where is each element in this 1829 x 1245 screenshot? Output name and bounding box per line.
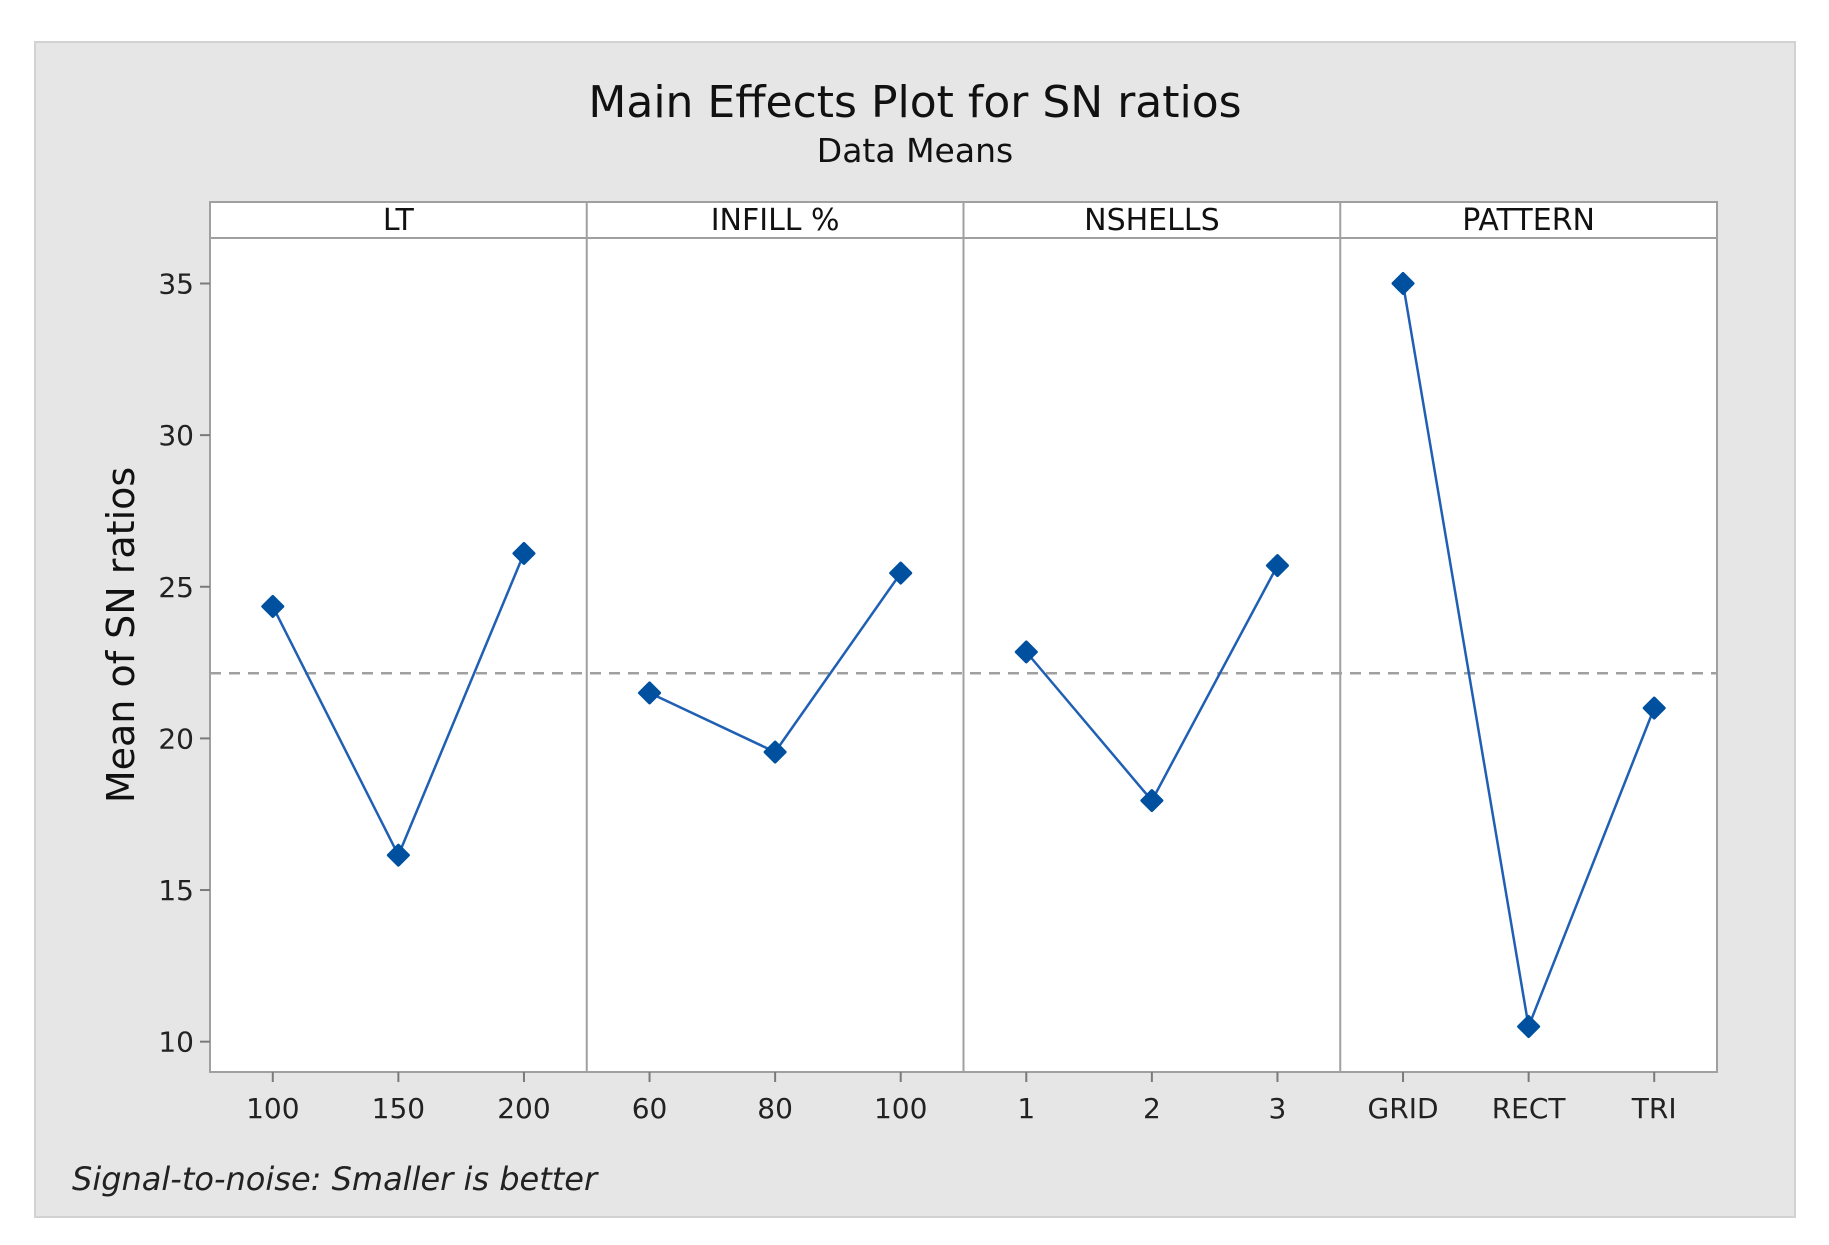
- x-tick-label: 60: [632, 1092, 668, 1125]
- data-point: [512, 541, 536, 565]
- plot-area: LT INFILL % NSHELLS PATTERN 10 15 20 25 30 35 100 1…: [158, 201, 1718, 1125]
- x-tick-label: 1: [1017, 1092, 1035, 1125]
- x-tick-label: GRID: [1368, 1092, 1439, 1125]
- y-tick-label: 35: [158, 267, 194, 300]
- data-point: [386, 843, 410, 867]
- footnote: Signal-to-noise: Smaller is better: [72, 1160, 599, 1198]
- data-point: [638, 681, 662, 705]
- data-point: [1140, 789, 1164, 813]
- x-tick-label: 200: [497, 1092, 550, 1125]
- panel-label-lt: LT: [383, 203, 415, 238]
- x-tick-label: 80: [757, 1092, 793, 1125]
- y-tick-label: 30: [158, 419, 194, 452]
- chart-subtitle: Data Means: [817, 131, 1013, 170]
- data-point: [1642, 696, 1666, 720]
- panel-label-nshells: NSHELLS: [1084, 203, 1219, 238]
- y-axis-label: Mean of SN ratios: [99, 467, 143, 803]
- y-tick-label: 10: [158, 1026, 194, 1059]
- x-tick-label: 2: [1143, 1092, 1161, 1125]
- y-tick-label: 25: [158, 571, 194, 604]
- x-tick-label: 150: [372, 1092, 425, 1125]
- panel-label-infill: INFILL %: [711, 203, 840, 238]
- data-point: [261, 594, 285, 618]
- x-tick-label: RECT: [1492, 1092, 1567, 1125]
- data-point: [1265, 554, 1289, 578]
- x-tick-label: 100: [874, 1092, 927, 1125]
- y-tick-label: 20: [158, 722, 194, 755]
- x-tick-label: 100: [246, 1092, 299, 1125]
- data-point: [1391, 271, 1415, 295]
- data-point: [1517, 1015, 1541, 1039]
- chart-title: Main Effects Plot for SN ratios: [588, 77, 1241, 128]
- data-point: [889, 561, 913, 585]
- panel-label-pattern: PATTERN: [1462, 203, 1595, 238]
- data-point: [1014, 640, 1038, 664]
- x-tick-label: TRI: [1631, 1092, 1677, 1125]
- data-point: [763, 740, 787, 764]
- y-tick-label: 15: [158, 874, 194, 907]
- x-tick-label: 3: [1269, 1092, 1287, 1125]
